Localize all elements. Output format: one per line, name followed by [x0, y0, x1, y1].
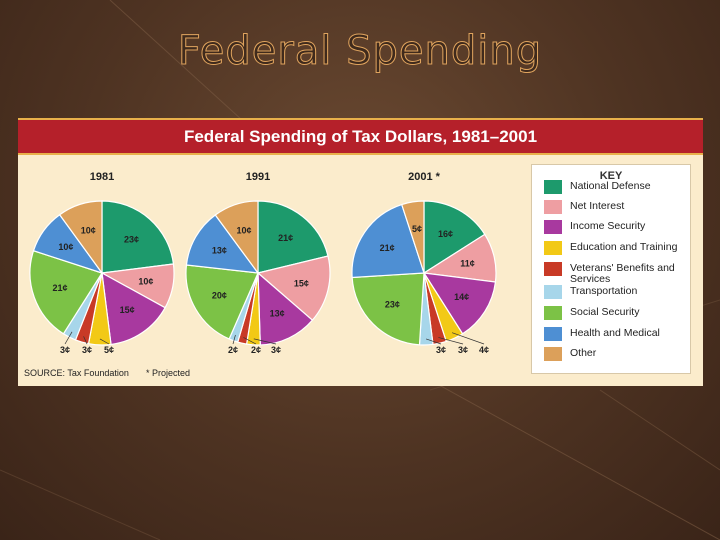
- pie-value-label: 15¢: [120, 305, 135, 315]
- slide-title: Federal Spending: [177, 28, 543, 75]
- legend-label: Transportation: [570, 285, 638, 297]
- pie-slice: [101, 200, 175, 274]
- pie-leader-line: [425, 338, 442, 345]
- legend-label: Other: [570, 347, 597, 359]
- pie-value-label: 16¢: [438, 229, 453, 239]
- legend-label: Health and Medical: [570, 327, 660, 339]
- pie-value-label: 3¢: [271, 345, 281, 355]
- projected-note: * Projected: [146, 368, 191, 378]
- pie-value-label: 10¢: [237, 226, 252, 236]
- pie-slice: [185, 264, 259, 340]
- pie-charts: 1981 23¢ 10¢ 15¢ 5¢ 3¢ 3¢ 21¢ 10¢ 10¢ 1991 21¢ 15¢ 13…: [29, 171, 497, 355]
- pie-value-label: 21¢: [278, 233, 293, 243]
- pie-value-label: 3¢: [60, 345, 70, 355]
- pie-year-label: 1991: [246, 171, 270, 183]
- pie-slice: [29, 249, 103, 335]
- legend-swatch: [544, 180, 562, 194]
- legend-swatch: [544, 327, 562, 341]
- legend-label: Education and Training: [570, 241, 678, 253]
- pie-slice: [423, 200, 486, 275]
- pie-value-label: 10¢: [138, 276, 153, 286]
- pie-slice: [422, 272, 497, 335]
- pie-value-label: 2¢: [228, 345, 238, 355]
- pie-leader-line: [232, 334, 236, 345]
- legend: KEY National Defense Net Interest Income S…: [531, 164, 691, 374]
- pie-leader-line: [83, 336, 88, 345]
- pie-value-label: 5¢: [412, 224, 422, 234]
- pie-leader-line: [99, 338, 110, 345]
- pie-year-label: 2001 *: [408, 171, 441, 183]
- pie-value-label: 11¢: [460, 258, 475, 268]
- legend-swatch: [544, 347, 562, 361]
- pie-leader-line: [438, 337, 464, 345]
- pie-value-label: 10¢: [58, 242, 73, 252]
- legend-swatch: [544, 285, 562, 299]
- pie-value-label: 5¢: [104, 345, 114, 355]
- pie-value-label: 4¢: [479, 345, 489, 355]
- pie-value-label: 15¢: [294, 279, 309, 289]
- pie-slice: [101, 271, 166, 346]
- legend-swatch: [544, 241, 562, 255]
- pie-slice: [400, 200, 425, 274]
- pie-value-label: 23¢: [124, 235, 139, 245]
- pie-value-label: 2¢: [251, 345, 261, 355]
- legend-swatch: [544, 220, 562, 234]
- pie-leader-line: [451, 332, 485, 345]
- pie-slice: [351, 203, 425, 279]
- pie-value-label: 3¢: [82, 345, 92, 355]
- pie-value-label: 14¢: [454, 292, 469, 302]
- legend-swatch: [544, 200, 562, 214]
- pie-value-label: 13¢: [212, 246, 227, 256]
- chart-panel: Federal Spending of Tax Dollars, 1981–20…: [18, 118, 703, 386]
- pie-slice: [214, 200, 259, 275]
- source-note: SOURCE: Tax Foundation: [24, 368, 129, 378]
- legend-label: Social Security: [570, 306, 640, 318]
- pie-leader-line: [243, 337, 257, 345]
- pie-value-label: 3¢: [436, 345, 446, 355]
- chart-title: Federal Spending of Tax Dollars, 1981–20…: [183, 127, 538, 146]
- chart-banner: Federal Spending of Tax Dollars, 1981–20…: [18, 118, 703, 155]
- pie-value-label: 13¢: [270, 308, 285, 318]
- pie-value-label: 21¢: [52, 283, 67, 293]
- pie-leader-line: [64, 331, 73, 345]
- legend-title: KEY: [599, 170, 623, 182]
- pie-value-label: 3¢: [458, 345, 468, 355]
- pie-slice: [257, 200, 329, 274]
- pie-value-label: 10¢: [81, 226, 96, 236]
- pie-slice: [58, 200, 103, 275]
- pie-slice: [256, 255, 331, 321]
- pie-value-label: 23¢: [385, 300, 400, 310]
- legend-label: National Defense: [570, 180, 651, 192]
- pie-slice: [257, 271, 314, 346]
- legend-label: Net Interest: [570, 200, 625, 212]
- pie-slice: [351, 272, 425, 346]
- legend-label: Income Security: [570, 220, 646, 232]
- legend-swatch: [544, 262, 562, 276]
- pie-value-label: 21¢: [380, 243, 395, 253]
- pie-slice: [185, 214, 260, 274]
- legend-swatch: [544, 306, 562, 320]
- pie-value-label: 20¢: [212, 290, 227, 300]
- legend-label: Veterans' Benefits and Services: [570, 262, 675, 285]
- pie-year-label: 1981: [90, 171, 114, 183]
- pie-leader-line: [253, 338, 277, 345]
